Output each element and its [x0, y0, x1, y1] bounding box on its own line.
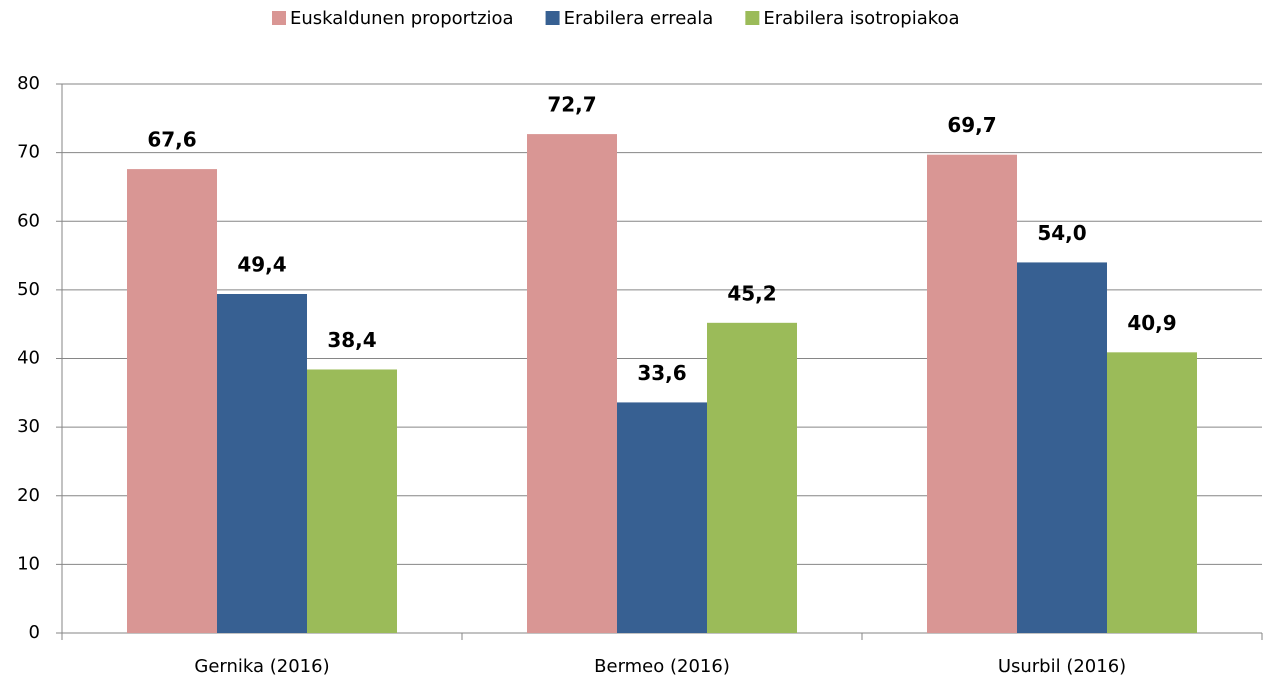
y-tick-label: 70	[17, 142, 40, 163]
legend-swatch	[545, 11, 560, 25]
value-label: 69,7	[947, 113, 996, 137]
legend-swatch	[272, 11, 286, 25]
bar	[707, 322, 797, 633]
bar	[127, 169, 217, 633]
y-tick-label: 20	[17, 485, 40, 506]
value-label: 54,0	[1037, 221, 1086, 245]
legend-label: Euskaldunen proportzioa	[290, 8, 514, 29]
x-tick-label: Usurbil (2016)	[998, 656, 1126, 677]
y-tick-label: 50	[17, 279, 40, 300]
x-tick-label: Bermeo (2016)	[594, 656, 730, 677]
bar	[217, 293, 307, 633]
legend-label: Erabilera isotropiakoa	[763, 8, 959, 29]
legend-label: Erabilera erreala	[564, 8, 714, 29]
bar	[617, 402, 707, 633]
x-tick-label: Gernika (2016)	[194, 656, 329, 677]
bar	[1017, 262, 1107, 633]
value-label: 49,4	[237, 252, 286, 276]
value-label: 40,9	[1127, 311, 1176, 335]
bar	[1107, 352, 1197, 633]
value-label: 72,7	[547, 93, 596, 117]
value-label: 67,6	[147, 128, 196, 152]
bar	[307, 369, 397, 633]
y-tick-label: 80	[17, 73, 40, 94]
y-tick-label: 40	[17, 348, 40, 369]
y-tick-label: 60	[17, 210, 40, 231]
bar	[927, 154, 1017, 633]
y-tick-label: 0	[29, 622, 40, 643]
y-tick-label: 10	[17, 553, 40, 574]
bar	[527, 134, 617, 633]
value-label: 45,2	[727, 281, 776, 305]
y-tick-label: 30	[17, 416, 40, 437]
legend-swatch	[745, 11, 760, 25]
value-label: 33,6	[637, 361, 686, 385]
value-label: 38,4	[327, 328, 376, 352]
